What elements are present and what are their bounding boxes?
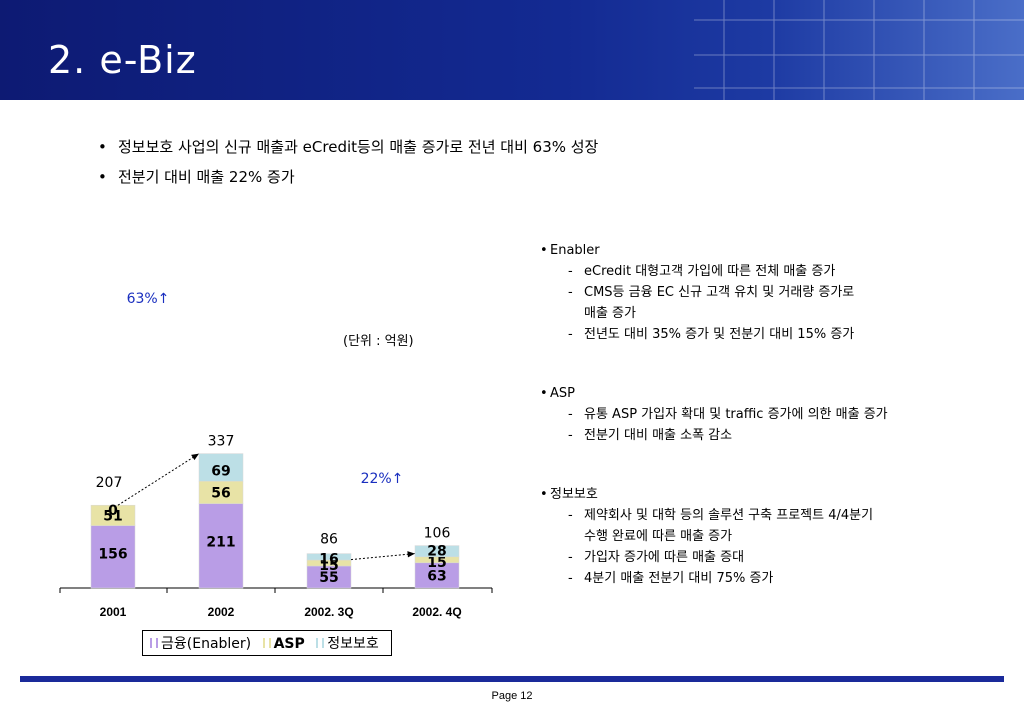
bar-segment <box>198 453 244 482</box>
total-label: 207 <box>96 475 123 491</box>
note-gap <box>540 345 888 383</box>
note-item: - CMS등 금융 EC 신규 고객 유치 및 거래량 증가로 <box>540 282 888 303</box>
page-number: Page 12 <box>491 690 533 702</box>
title-banner <box>0 0 1024 100</box>
summary-bullet: 정보보호 사업의 신규 매출과 eCredit등의 매출 증가로 전년 대비 6… <box>98 132 598 162</box>
total-label: 86 <box>320 532 338 548</box>
bar-segment <box>198 503 244 589</box>
legend-label: ASP <box>273 636 305 652</box>
data-label: 69 <box>211 464 230 480</box>
note-text: eCredit 대형고객 가입에 따른 전체 매출 증가 <box>584 264 836 279</box>
note-heading: Enabler <box>540 240 888 261</box>
notes-panel: Enabler-eCredit 대형고객 가입에 따른 전체 매출 증가-CMS… <box>540 240 888 589</box>
bar-segment <box>414 562 460 589</box>
data-label: 51 <box>103 508 122 524</box>
note-text: 전년도 대비 35% 증가 및 전분기 대비 15% 증가 <box>584 327 855 342</box>
growth-arrow-line <box>117 453 200 506</box>
note-heading: 정보보호 <box>540 484 888 505</box>
data-label: 15 <box>427 555 446 571</box>
chart-legend: 금융(Enabler) ASP 정보보호 <box>142 630 392 656</box>
summary-bullet: 전분기 대비 매출 22% 증가 <box>98 162 598 192</box>
data-label: 28 <box>427 544 446 560</box>
legend-item-finance: 금융(Enabler) <box>149 636 251 652</box>
note-dash: - <box>568 407 573 422</box>
note-text: 전분기 대비 매출 소폭 감소 <box>584 428 733 443</box>
total-label: 337 <box>208 434 235 450</box>
note-text: CMS등 금융 EC 신규 고객 유치 및 거래량 증가로 <box>584 285 855 300</box>
data-label: 55 <box>319 570 338 586</box>
note-text: 4분기 매출 전분기 대비 75% 증가 <box>584 571 774 586</box>
note-dash: - <box>568 428 573 443</box>
data-label: 211 <box>206 535 235 551</box>
legend-swatch <box>262 638 271 648</box>
note-text: 수행 완료에 따른 매출 증가 <box>584 529 733 544</box>
category-label: 2002. 4Q <box>412 605 461 619</box>
total-label: 106 <box>424 526 451 542</box>
growth-label: 22%↑ <box>361 471 404 487</box>
legend-swatch <box>150 638 158 648</box>
note-item: - 전년도 대비 35% 증가 및 전분기 대비 15% 증가 <box>540 324 888 345</box>
page-title: 2. e-Biz <box>48 38 197 82</box>
note-dash: - <box>568 571 573 586</box>
bar-segment <box>90 504 136 526</box>
summary-bullets: 정보보호 사업의 신규 매출과 eCredit등의 매출 증가로 전년 대비 6… <box>98 132 598 192</box>
note-text: 제약회사 및 대학 등의 솔루션 구축 프로젝트 4/4분기 <box>584 508 874 523</box>
data-label: 15 <box>319 558 338 574</box>
category-label: 2001 <box>100 605 127 619</box>
note-item: - eCredit 대형고객 가입에 따른 전체 매출 증가 <box>540 261 888 282</box>
note-heading: ASP <box>540 383 888 404</box>
note-text: 매출 증가 <box>584 306 636 321</box>
category-label: 2002. 3Q <box>304 605 353 619</box>
data-label: 63 <box>427 568 446 584</box>
note-item: 매출 증가 <box>540 303 888 324</box>
note-dash: - <box>568 264 573 279</box>
note-text: 가입자 증가에 따른 매출 증대 <box>584 550 745 565</box>
growth-arrow-line <box>350 553 416 561</box>
bar-segment <box>414 545 460 558</box>
note-item: 수행 완료에 따른 매출 증가 <box>540 526 888 547</box>
bar-segment <box>306 553 352 561</box>
note-item: -4분기 매출 전분기 대비 75% 증가 <box>540 568 888 589</box>
data-label: 0 <box>108 503 118 519</box>
category-label: 2002 <box>208 605 235 619</box>
note-dash: - <box>568 508 573 523</box>
unit-label: (단위 : 억원) <box>343 334 414 349</box>
note-item: - 가입자 증가에 따른 매출 증대 <box>540 547 888 568</box>
growth-arrowhead <box>191 453 199 461</box>
note-dash: - <box>568 550 573 565</box>
data-label: 156 <box>98 547 127 563</box>
note-item: - 전분기 대비 매출 소폭 감소 <box>540 425 888 446</box>
note-item: - 제약회사 및 대학 등의 솔루션 구축 프로젝트 4/4분기 <box>540 505 888 526</box>
note-item: - 유통 ASP 가입자 확대 및 traffic 증가에 의한 매출 증가 <box>540 404 888 425</box>
note-dash: - <box>568 327 573 342</box>
data-label: 16 <box>319 552 338 568</box>
grid-decoration <box>694 0 1024 100</box>
legend-item-asp: ASP <box>262 636 305 652</box>
growth-arrowhead <box>407 551 415 558</box>
data-label: 56 <box>211 485 230 501</box>
legend-label: 금융(Enabler) <box>161 636 252 652</box>
note-text: 유통 ASP 가입자 확대 및 traffic 증가에 의한 매출 증가 <box>584 407 888 422</box>
legend-item-security: 정보보호 <box>315 636 379 652</box>
note-gap <box>540 446 888 484</box>
legend-label: 정보보호 <box>327 636 379 652</box>
footer-rule <box>20 676 1004 682</box>
legend-swatch <box>316 638 325 648</box>
growth-label: 63%↑ <box>127 291 170 307</box>
note-dash: - <box>568 285 573 300</box>
